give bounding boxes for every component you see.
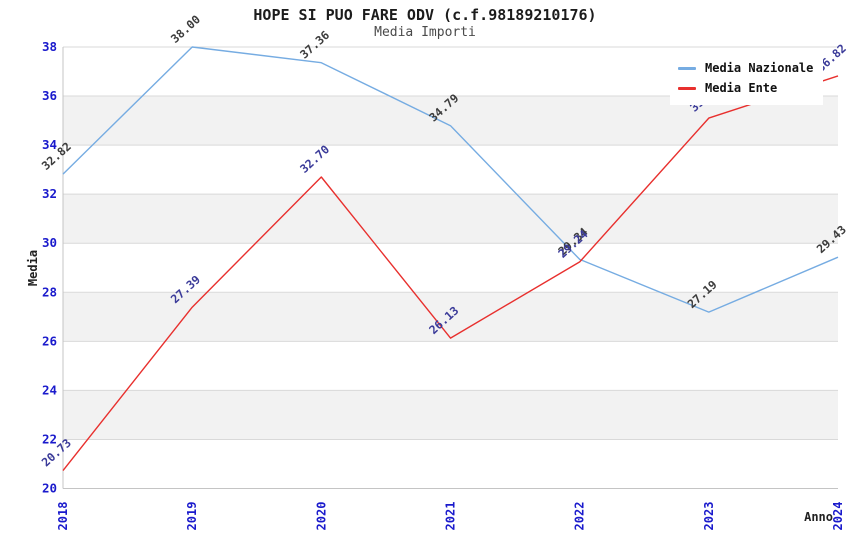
- y-tick-label: 22: [42, 431, 57, 446]
- x-axis-label: Anno: [804, 510, 833, 524]
- plot-band: [63, 390, 838, 440]
- legend-item-media-ente: Media Ente: [678, 78, 813, 98]
- x-tick-label: 2024: [831, 502, 845, 531]
- legend-label: Media Nazionale: [705, 61, 814, 75]
- x-tick-label: 2018: [56, 502, 70, 531]
- y-tick-label: 32: [42, 186, 57, 201]
- y-tick-label: 34: [42, 137, 57, 152]
- legend: Media Nazionale Media Ente: [670, 53, 824, 105]
- series-line-media-nazionale: [62, 46, 839, 313]
- y-tick-label: 20: [42, 481, 57, 496]
- x-tick-label: 2022: [573, 502, 587, 531]
- point-label: 32.70: [297, 142, 332, 176]
- point-label: 38.00: [168, 12, 203, 46]
- y-tick-label: 38: [42, 39, 57, 54]
- series-line-media-ente: [62, 75, 839, 472]
- chart-title: HOPE SI PUO FARE ODV (c.f.98189210176): [253, 6, 597, 24]
- x-tick-label: 2023: [702, 502, 716, 531]
- y-axis-label: Media: [26, 249, 40, 287]
- legend-item-media-nazionale: Media Nazionale: [678, 58, 813, 78]
- x-tick-label: 2020: [314, 502, 328, 531]
- y-tick-label: 28: [42, 284, 57, 299]
- legend-line-swatch-blue: [678, 66, 696, 70]
- plot-band: [63, 292, 838, 342]
- point-label: 37.36: [297, 28, 332, 62]
- plot-band: [63, 194, 838, 244]
- y-tick-label: 36: [42, 88, 57, 103]
- y-tick-label: 30: [42, 235, 57, 250]
- x-tick-label: 2019: [185, 502, 199, 531]
- chart-subtitle: Media Importi: [374, 25, 476, 40]
- legend-label: Media Ente: [705, 81, 778, 95]
- x-tick-label: 2021: [444, 502, 458, 531]
- legend-line-swatch-red: [678, 86, 696, 90]
- y-tick-label: 24: [42, 382, 57, 397]
- y-tick-label: 26: [42, 333, 57, 348]
